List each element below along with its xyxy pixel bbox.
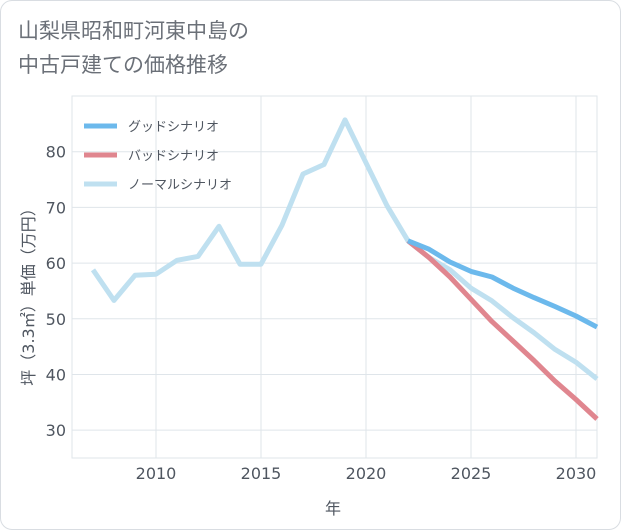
legend-label: バッドシナリオ — [128, 149, 219, 164]
x-tick-label: 2025 — [451, 464, 492, 483]
x-tick-label: 2015 — [241, 464, 282, 483]
plot-frame — [71, 95, 598, 459]
chart-title: 山梨県昭和町河東中島の 中古戸建ての価格推移 — [18, 14, 608, 82]
chart-title-line-2: 中古戸建ての価格推移 — [18, 53, 228, 77]
grid — [71, 95, 598, 459]
series-line — [406, 238, 599, 421]
x-tick-label: 2010 — [136, 464, 177, 483]
series-line — [407, 238, 599, 330]
x-tick-labels: 2010 2015 2020 2025 2030 — [136, 464, 597, 483]
y-tick-label: 30 — [46, 421, 66, 440]
series-lines — [90, 117, 599, 421]
y-axis-title: 坪（3.3㎡）単価（万円） — [19, 200, 38, 385]
y-tick-label: 70 — [46, 198, 66, 217]
chart-title-line-1: 山梨県昭和町河東中島の — [18, 19, 249, 43]
x-axis-title: 年 — [325, 499, 341, 518]
series-line — [90, 117, 599, 381]
y-tick-labels: 30 40 50 60 70 80 — [46, 143, 66, 440]
y-tick-label: 80 — [46, 143, 66, 162]
y-tick-label: 40 — [46, 365, 66, 384]
x-tick-label: 2030 — [556, 464, 597, 483]
y-tick-label: 50 — [46, 310, 66, 329]
legend-label: グッドシナリオ — [128, 120, 219, 135]
legend-label: ノーマルシナリオ — [128, 178, 232, 193]
y-tick-label: 60 — [46, 254, 66, 273]
x-tick-label: 2020 — [346, 464, 387, 483]
